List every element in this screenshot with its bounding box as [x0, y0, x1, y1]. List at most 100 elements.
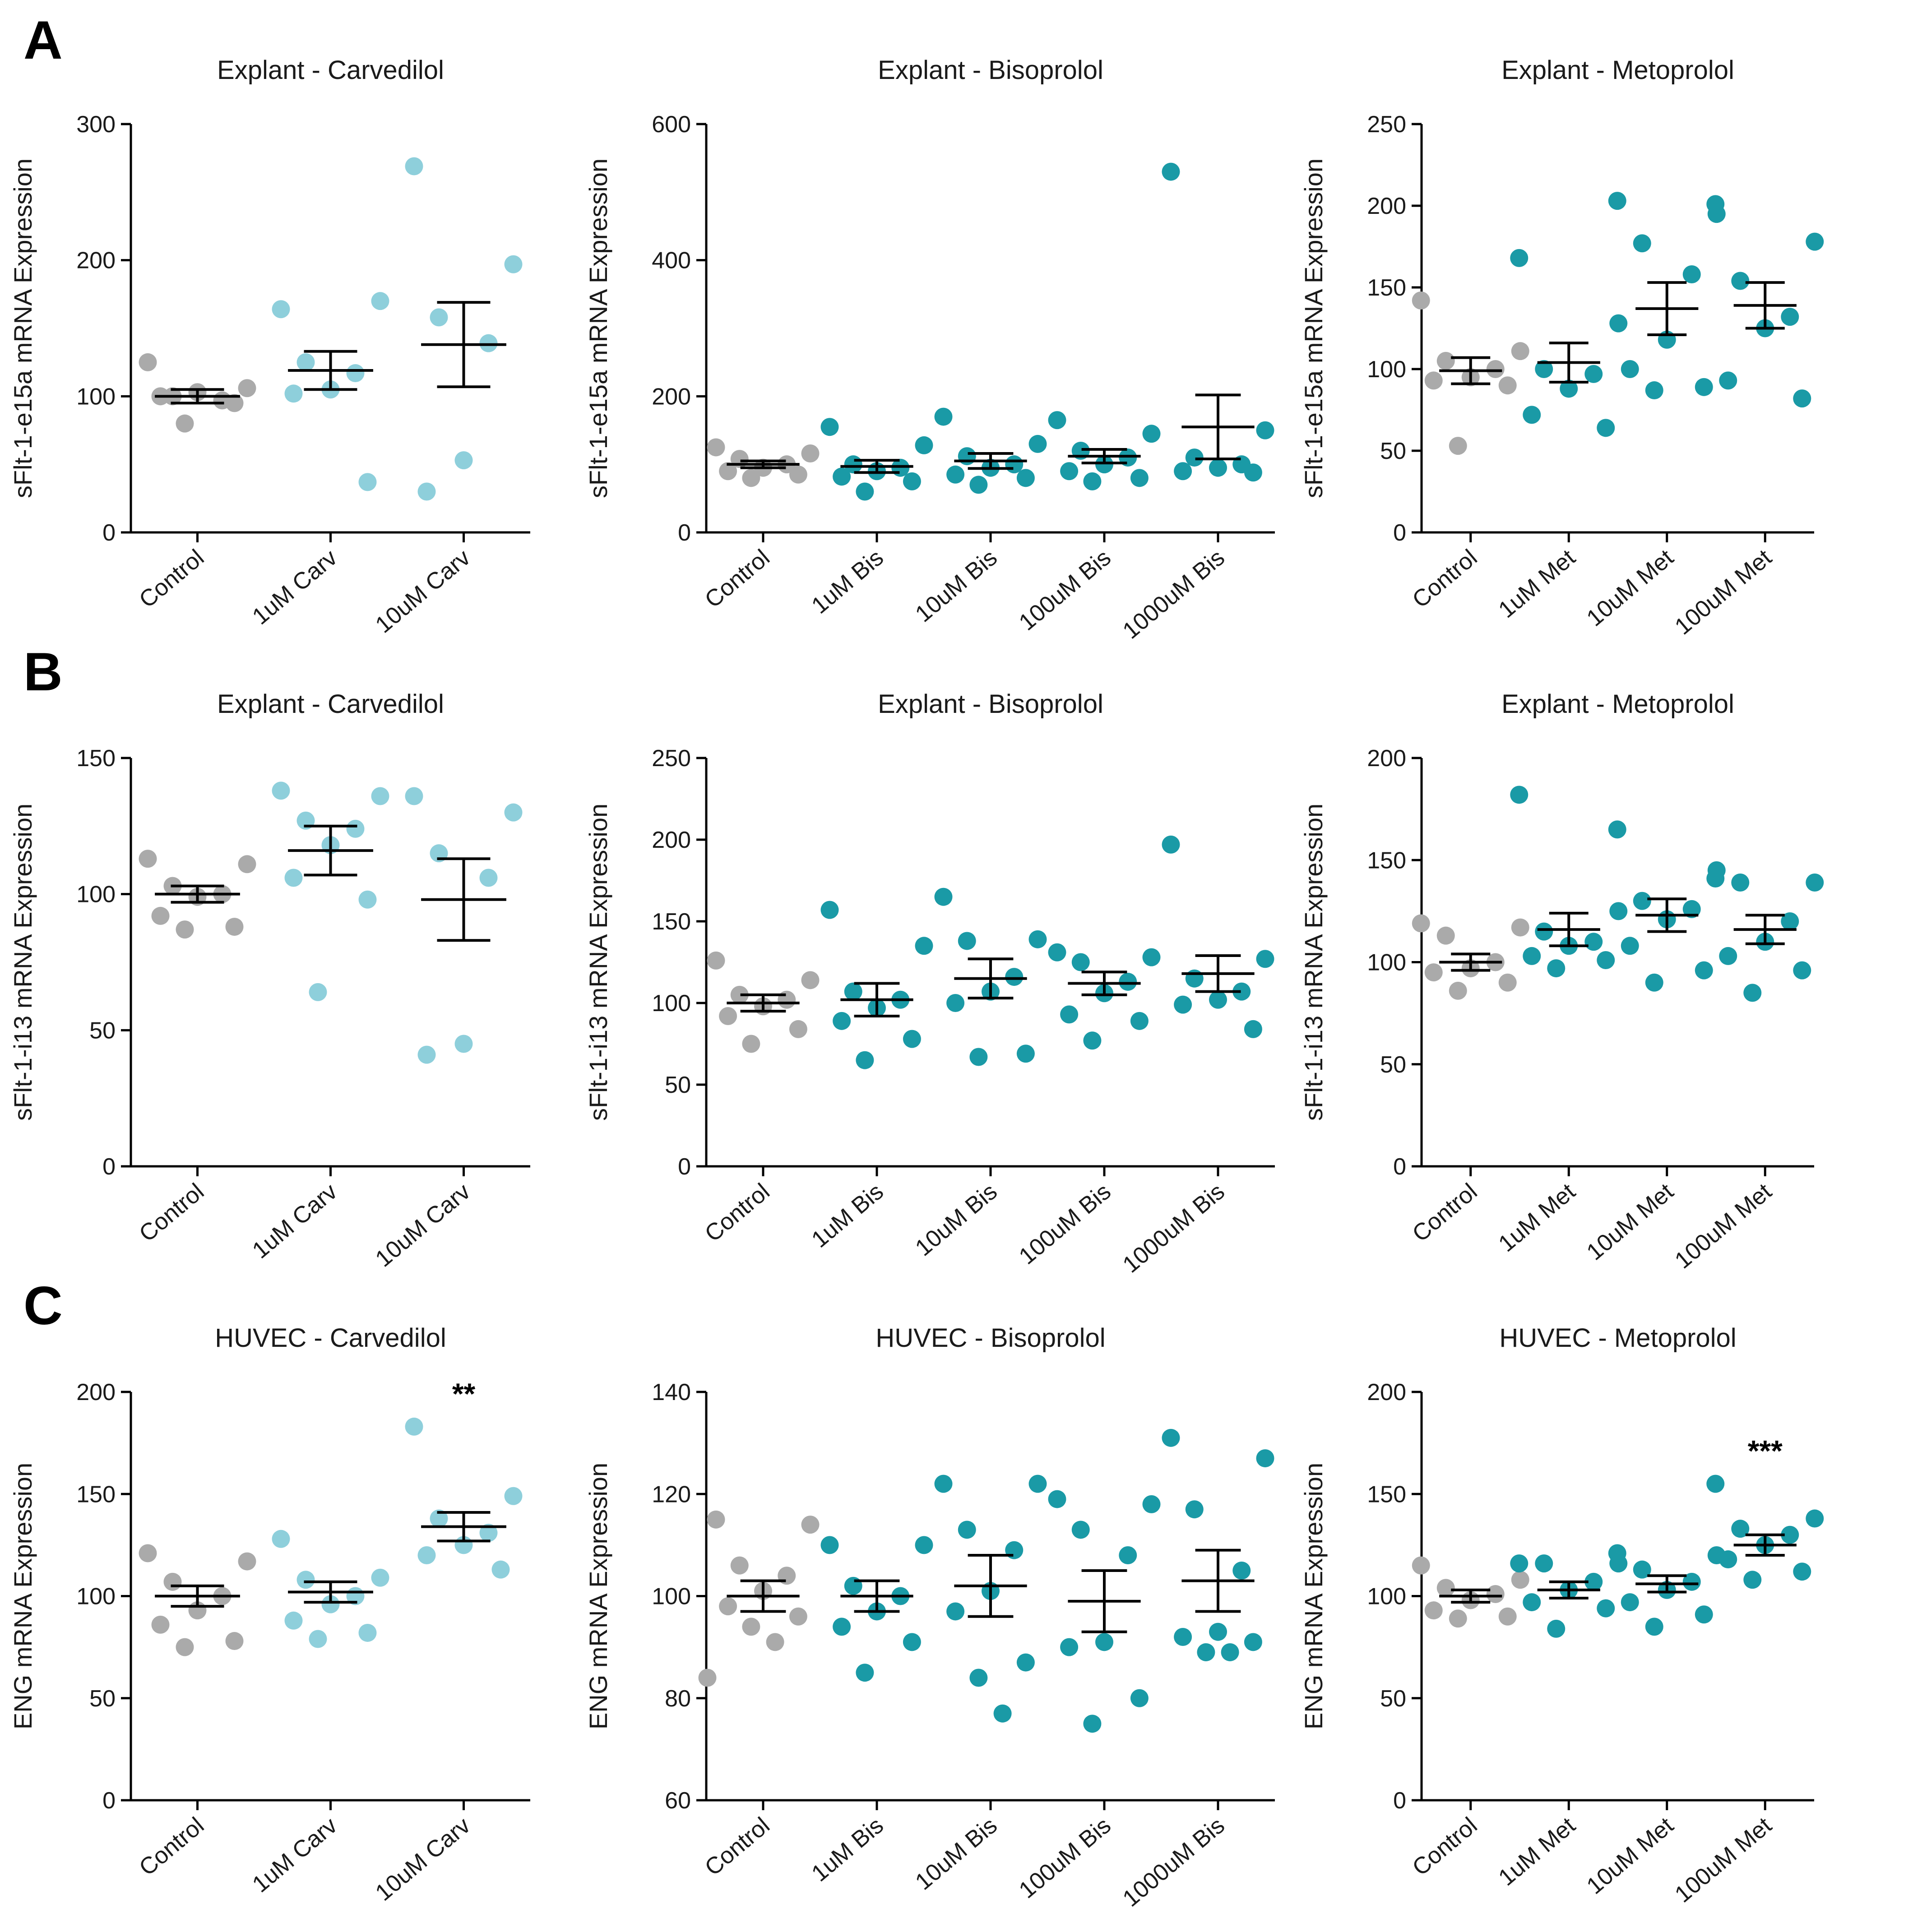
- data-point: [1584, 365, 1603, 383]
- data-point: [1221, 1643, 1239, 1661]
- data-point: [1232, 982, 1251, 1001]
- panel-letter-c: C: [23, 1276, 63, 1336]
- data-point: [1185, 448, 1204, 467]
- data-point: [1060, 462, 1079, 481]
- y-tick-label: 150: [1367, 847, 1406, 874]
- data-point: [1142, 1495, 1161, 1513]
- data-point: [1510, 1554, 1529, 1573]
- data-point: [1071, 1521, 1090, 1539]
- data-point: [272, 781, 290, 800]
- data-point: [1609, 314, 1628, 333]
- data-point: [296, 1571, 315, 1589]
- data-point: [1706, 195, 1725, 213]
- data-point: [1781, 308, 1799, 326]
- y-tick-label: 50: [1380, 1686, 1406, 1712]
- data-point: [238, 855, 256, 874]
- significance-marker: **: [452, 1377, 476, 1410]
- data-point: [1119, 972, 1137, 991]
- x-category-label: 10uM Bis: [910, 1812, 1002, 1895]
- x-category-label: 10uM Carv: [371, 545, 475, 638]
- y-tick-label: 60: [665, 1788, 691, 1814]
- data-point: [915, 1536, 933, 1554]
- data-point: [1162, 162, 1180, 181]
- data-point: [1174, 1628, 1192, 1646]
- y-tick-label: 200: [1367, 193, 1406, 219]
- chart-a-2: Explant - Bisoprolol sFlt-1-e15a mRNA Exp…: [584, 55, 1275, 644]
- data-point: [479, 334, 498, 352]
- data-point: [454, 1035, 473, 1053]
- significance-marker: ***: [1748, 1434, 1783, 1468]
- data-point: [1523, 1593, 1541, 1612]
- data-point: [1071, 953, 1090, 971]
- data-point: [1130, 469, 1149, 487]
- data-point: [1645, 1618, 1663, 1636]
- data-point: [946, 994, 965, 1012]
- data-point: [1731, 874, 1750, 892]
- y-tick-label: 200: [76, 1379, 116, 1405]
- data-point: [371, 787, 389, 805]
- x-category-label: 1000uM Bis: [1118, 545, 1230, 644]
- data-point: [1719, 1550, 1737, 1569]
- data-point: [1498, 973, 1517, 992]
- data-point: [820, 1536, 839, 1554]
- y-tick-label: 100: [1367, 356, 1406, 383]
- y-tick-label: 600: [652, 111, 691, 138]
- data-point: [1174, 462, 1192, 481]
- x-category-label: 100uM Bis: [1014, 1812, 1116, 1904]
- data-point: [479, 1524, 498, 1542]
- x-category-label: 10uM Bis: [910, 545, 1002, 628]
- data-point: [284, 1611, 303, 1630]
- data-point: [958, 1521, 976, 1539]
- data-point: [915, 937, 933, 955]
- data-point: [1197, 1643, 1215, 1661]
- data-point: [454, 451, 473, 470]
- x-category-label: 1uM Met: [1494, 1812, 1581, 1891]
- y-tick-label: 100: [652, 1584, 691, 1610]
- data-point: [789, 1020, 807, 1038]
- y-tick-label: 50: [1380, 438, 1406, 464]
- y-tick-label: 250: [652, 745, 691, 772]
- panel-letter-a: A: [23, 10, 63, 70]
- y-tick-label: 120: [652, 1481, 691, 1507]
- x-category-label: 100uM Bis: [1014, 1179, 1116, 1270]
- chart-title: HUVEC - Carvedilol: [215, 1323, 446, 1353]
- chart-b-3: Explant - Metoprolol sFlt-1-i13 mRNA Expr…: [1299, 689, 1824, 1274]
- data-point: [1486, 360, 1505, 378]
- y-tick-label: 0: [1393, 1788, 1406, 1814]
- y-tick-label: 100: [76, 384, 116, 410]
- data-point: [238, 379, 256, 397]
- data-point: [309, 983, 327, 1001]
- data-point: [358, 473, 377, 491]
- data-point: [176, 414, 194, 433]
- chart-a-3: Explant - Metoprolol sFlt-1-e15a mRNA Exp…: [1299, 55, 1824, 640]
- data-point: [1633, 892, 1651, 910]
- data-point: [833, 467, 851, 486]
- data-point: [1510, 786, 1529, 804]
- data-point: [993, 1704, 1012, 1723]
- data-point: [1016, 1045, 1035, 1063]
- data-point: [371, 292, 389, 310]
- data-point: [417, 1045, 436, 1064]
- data-point: [1162, 835, 1180, 854]
- x-category-label: Control: [700, 1812, 775, 1881]
- x-category-label: 100uM Met: [1670, 1812, 1777, 1908]
- data-point: [1412, 291, 1430, 310]
- data-point: [1028, 434, 1047, 453]
- data-point: [176, 920, 194, 939]
- y-tick-label: 0: [678, 1154, 691, 1180]
- chart-c-3: HUVEC - Metoprolol ENG mRNA Expression 0 50…: [1299, 1323, 1824, 1908]
- x-category-label: Control: [700, 1179, 775, 1247]
- data-point: [958, 932, 976, 950]
- y-tick-label: 100: [1367, 1584, 1406, 1610]
- x-category-label: 10uM Met: [1582, 544, 1679, 631]
- chart-title: Explant - Metoprolol: [1501, 55, 1734, 85]
- data-point: [1060, 1005, 1079, 1024]
- data-point: [1645, 973, 1663, 992]
- data-point: [1510, 249, 1529, 267]
- data-point: [1706, 869, 1725, 887]
- data-point: [969, 1669, 988, 1687]
- data-point: [1028, 1474, 1047, 1493]
- data-point: [801, 444, 820, 463]
- data-point: [504, 255, 523, 273]
- data-point: [139, 850, 157, 868]
